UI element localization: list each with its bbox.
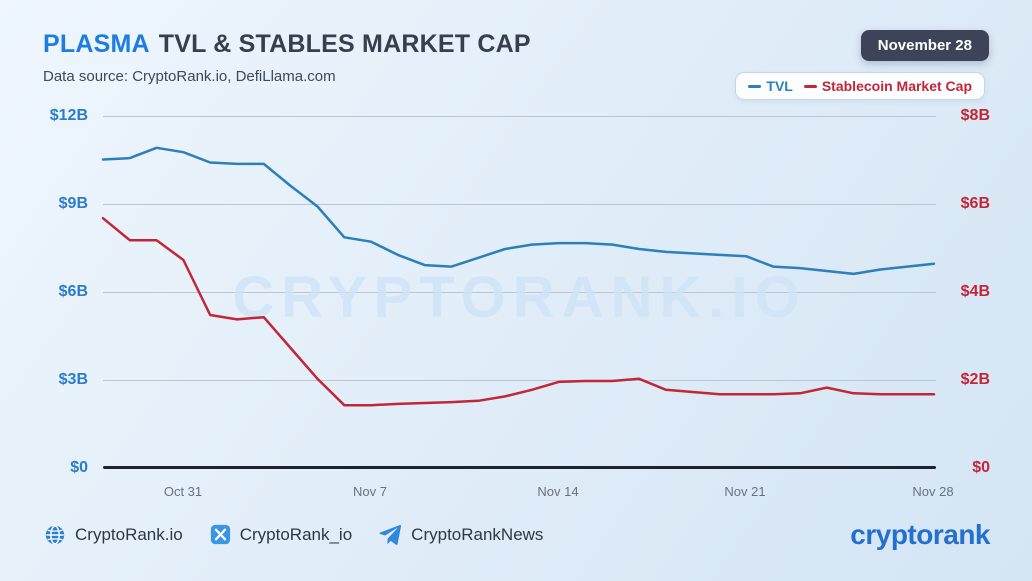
legend-label-tvl: TVL: [766, 78, 793, 94]
tvl-line: [101, 146, 936, 276]
gridline-9b: [103, 204, 936, 205]
date-badge: November 28: [860, 30, 989, 61]
cryptorank-logo: cryptorank: [850, 519, 990, 550]
y-right-tick-2b: $2B: [960, 371, 990, 388]
x-tick-nov7: Nov 7: [353, 484, 387, 499]
telegram-icon: [379, 524, 402, 545]
x-tick-oct31: Oct 31: [163, 484, 203, 499]
title-rest: TVL & STABLES MARKET CAP: [158, 30, 531, 58]
link-twitter[interactable]: CryptoRank_io: [210, 524, 352, 545]
gridline-12b: [103, 116, 936, 117]
data-source-note: Data source: CryptoRank.io, DefiLlama.co…: [43, 68, 336, 85]
y-right-tick-6b: $6B: [960, 195, 990, 212]
y-right-tick-0: $0: [972, 459, 990, 476]
link-telegram-label: CryptoRankNews: [411, 524, 544, 544]
y-right-tick-8b: $8B: [960, 107, 990, 124]
page-title: PLASMA TVL & STABLES MARKET CAP: [43, 30, 531, 59]
y-left-tick-9b: $9B: [58, 195, 88, 212]
legend-item-stablecoin[interactable]: Stablecoin Market Cap: [803, 78, 972, 94]
link-telegram[interactable]: CryptoRankNews: [379, 523, 543, 546]
legend-label-stablecoin: Stablecoin Market Cap: [821, 78, 972, 94]
legend-item-tvl[interactable]: TVL: [748, 78, 793, 94]
stablecoin-line-swatch-icon: [803, 84, 817, 88]
link-twitter-label: CryptoRank_io: [239, 524, 353, 544]
globe-icon: [45, 524, 65, 545]
footer-links: CryptoRank.io CryptoRank_io CryptoRankNe…: [44, 523, 543, 546]
chart-legend: TVL Stablecoin Market Cap: [735, 72, 985, 100]
gridline-3b: [103, 380, 936, 381]
y-left-tick-6b: $6B: [58, 283, 88, 300]
gridline-6b: [103, 292, 936, 293]
link-website[interactable]: CryptoRank.io: [44, 524, 183, 546]
title-highlight: PLASMA: [43, 30, 150, 58]
y-left-tick-3b: $3B: [58, 371, 88, 388]
x-tick-nov21: Nov 21: [724, 484, 766, 499]
x-icon: [210, 524, 230, 545]
y-right-tick-4b: $4B: [960, 283, 990, 300]
y-left-tick-0: $0: [70, 459, 88, 476]
y-left-tick-12b: $12B: [49, 107, 88, 124]
stablecoin-line: [101, 216, 936, 407]
x-tick-nov14: Nov 14: [537, 484, 579, 499]
x-tick-nov28: Nov 28: [912, 484, 954, 499]
tvl-line-swatch-icon: [748, 84, 762, 88]
x-axis-line: [103, 466, 936, 469]
link-website-label: CryptoRank.io: [75, 524, 183, 544]
